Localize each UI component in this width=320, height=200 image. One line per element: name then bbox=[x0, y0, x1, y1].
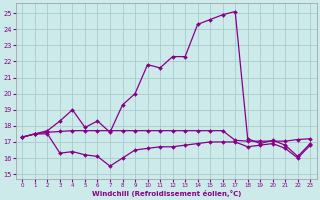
X-axis label: Windchill (Refroidissement éolien,°C): Windchill (Refroidissement éolien,°C) bbox=[92, 190, 241, 197]
